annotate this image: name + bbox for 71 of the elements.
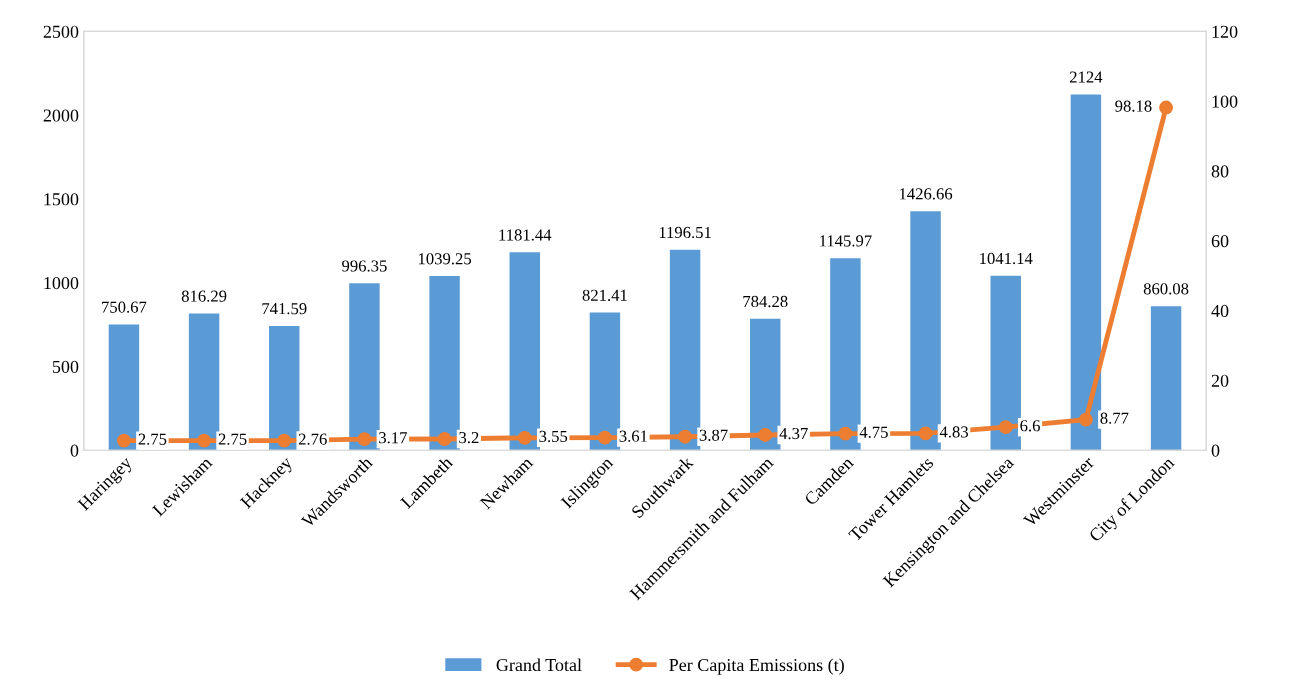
data-label: 4.83 bbox=[939, 426, 968, 438]
data-label: 3.61 bbox=[619, 430, 647, 442]
data-label: 3.2 bbox=[459, 432, 479, 444]
point bbox=[998, 420, 1013, 435]
y-tick-label: 1500 bbox=[44, 193, 79, 206]
y2-tick-label: 40 bbox=[1211, 304, 1229, 318]
bar bbox=[1070, 94, 1102, 451]
point bbox=[597, 430, 612, 445]
data-label: 1196.51 bbox=[659, 226, 711, 239]
data-label: 1426.66 bbox=[899, 188, 953, 200]
bar bbox=[990, 275, 1021, 451]
data-label: 1181.44 bbox=[499, 229, 552, 241]
data-label: 6.6 bbox=[1020, 420, 1040, 432]
bar bbox=[589, 312, 621, 451]
data-label: 4.75 bbox=[859, 426, 888, 438]
y-tick-label: 1000 bbox=[44, 276, 79, 290]
data-label: 996.35 bbox=[342, 260, 387, 272]
data-label: 1041.14 bbox=[980, 252, 1033, 265]
data-label: 741.59 bbox=[262, 303, 307, 315]
data-label: 2.75 bbox=[218, 433, 247, 445]
y2-tick-label: 60 bbox=[1211, 235, 1229, 248]
point bbox=[678, 429, 693, 444]
y-tick-label: 2500 bbox=[43, 25, 79, 38]
point bbox=[758, 428, 773, 442]
point bbox=[1159, 100, 1174, 115]
data-label: 4.37 bbox=[779, 427, 808, 440]
y-tick-label: 0 bbox=[70, 444, 79, 457]
data-label: 2124 bbox=[1069, 71, 1103, 83]
y2-tick-label: 0 bbox=[1211, 444, 1220, 457]
y2-tick-label: 120 bbox=[1212, 25, 1238, 38]
point bbox=[838, 426, 853, 441]
y2-tick-label: 80 bbox=[1211, 165, 1229, 178]
legend-label: Grand Total bbox=[496, 658, 582, 672]
y-tick-label: 2000 bbox=[43, 109, 79, 122]
point bbox=[918, 426, 933, 441]
data-label: 1145.97 bbox=[820, 235, 872, 247]
bar bbox=[750, 318, 781, 451]
bar bbox=[910, 211, 941, 451]
bar bbox=[269, 325, 300, 451]
data-label: 860.08 bbox=[1143, 283, 1189, 295]
data-label: 821.41 bbox=[582, 289, 627, 301]
data-label: 3.17 bbox=[379, 432, 407, 444]
point bbox=[197, 433, 212, 448]
bar bbox=[188, 313, 220, 451]
data-label: 784.28 bbox=[743, 295, 788, 308]
data-label: 750.67 bbox=[102, 301, 147, 313]
point bbox=[116, 433, 131, 448]
point bbox=[517, 430, 532, 445]
bar bbox=[429, 276, 460, 451]
data-label: 3.55 bbox=[539, 430, 568, 443]
bar bbox=[830, 258, 861, 451]
data-label: 2.76 bbox=[298, 433, 327, 445]
point bbox=[277, 433, 292, 448]
bar bbox=[669, 249, 701, 451]
legend-label: Per Capita Emissions (t) bbox=[669, 658, 844, 675]
y-tick-label: 500 bbox=[52, 360, 79, 373]
point bbox=[1078, 412, 1093, 427]
data-label: 1039.25 bbox=[418, 253, 472, 265]
bar bbox=[108, 324, 140, 451]
y2-tick-label: 20 bbox=[1211, 374, 1229, 387]
data-label: 2.75 bbox=[138, 433, 167, 445]
bar bbox=[349, 283, 380, 451]
point bbox=[357, 432, 372, 447]
data-label: 98.18 bbox=[1115, 100, 1152, 112]
point bbox=[437, 432, 452, 446]
bar bbox=[1150, 306, 1182, 451]
data-label: 3.87 bbox=[699, 429, 728, 441]
bar bbox=[509, 252, 540, 451]
data-label: 816.29 bbox=[181, 290, 227, 302]
data-label: 8.77 bbox=[1100, 412, 1129, 424]
y2-tick-label: 100 bbox=[1212, 95, 1238, 108]
